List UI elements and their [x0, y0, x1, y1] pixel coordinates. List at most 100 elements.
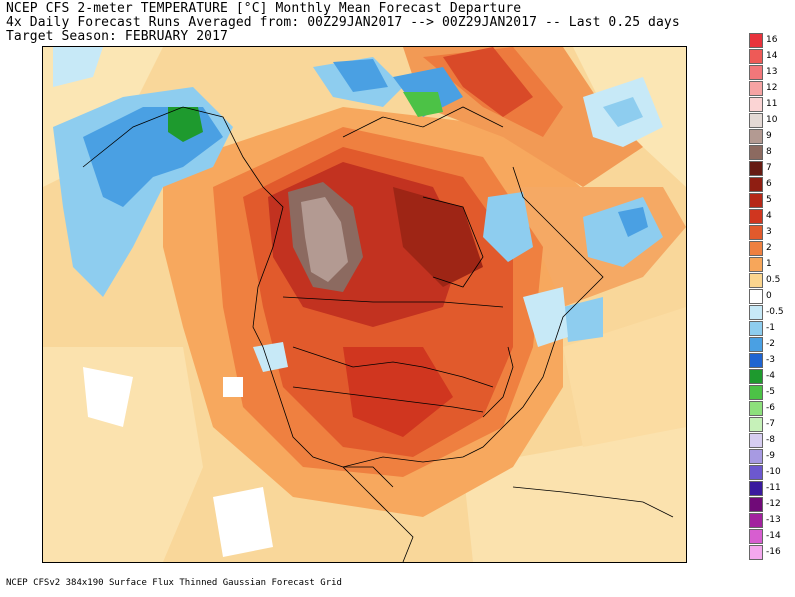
caribbean-islands — [512, 486, 674, 518]
legend-label: -2 — [766, 339, 775, 349]
anomaly-blue-davis — [603, 97, 643, 127]
legend-swatch — [749, 433, 763, 448]
anomaly-deeper-blue-arctic — [333, 59, 388, 92]
legend-label: 0 — [766, 291, 772, 301]
coastlines — [82, 106, 674, 562]
legend-entry: 11 — [749, 97, 795, 113]
legend-label: 8 — [766, 147, 772, 157]
legend-swatch — [749, 161, 763, 176]
legend-label: -6 — [766, 403, 775, 413]
legend-entry: 3 — [749, 225, 795, 241]
legend-entry: 10 — [749, 113, 795, 129]
anomaly-light-blue-rockies — [253, 342, 288, 372]
anomaly-white-baja — [213, 487, 273, 557]
arctic-archipelago — [342, 106, 504, 138]
grid-info-footer: NCEP CFSv2 384x190 Surface Flux Thinned … — [6, 578, 342, 588]
legend-label: -5 — [766, 387, 775, 397]
anomaly-pale-se — [463, 427, 686, 562]
legend-swatch — [749, 65, 763, 80]
legend-swatch — [749, 225, 763, 240]
legend-entry: -0.5 — [749, 305, 795, 321]
legend-label: 7 — [766, 163, 772, 173]
legend-swatch — [749, 177, 763, 192]
legend-entry: 5 — [749, 193, 795, 209]
legend-label: 2 — [766, 243, 772, 253]
legend-label: 9 — [766, 131, 772, 141]
legend-entry: -3 — [749, 353, 795, 369]
legend-swatch — [749, 417, 763, 432]
legend-entry: 6 — [749, 177, 795, 193]
legend-entry: -12 — [749, 497, 795, 513]
atlantic-coastline — [342, 166, 604, 468]
legend-entry: -16 — [749, 545, 795, 561]
legend-label: -7 — [766, 419, 775, 429]
legend-swatch — [749, 113, 763, 128]
anomaly-grey-core — [301, 197, 348, 282]
legend-entry: 0.5 — [749, 273, 795, 289]
map-canvas — [43, 47, 686, 562]
legend-label: -16 — [766, 547, 781, 557]
legend-entry: 9 — [749, 129, 795, 145]
legend-entry: 16 — [749, 33, 795, 49]
legend-swatch — [749, 497, 763, 512]
legend-entry: 0 — [749, 289, 795, 305]
anomaly-pale-sw — [43, 347, 203, 562]
legend-label: -11 — [766, 483, 781, 493]
state-lines — [292, 346, 494, 388]
legend-entry: 13 — [749, 65, 795, 81]
legend-entry: 14 — [749, 49, 795, 65]
legend-label: -4 — [766, 371, 775, 381]
anomaly-red-greenland — [443, 47, 533, 117]
legend-label: 1 — [766, 259, 772, 269]
legend-label: 6 — [766, 179, 772, 189]
legend-swatch — [749, 273, 763, 288]
legend-label: 14 — [766, 51, 778, 61]
legend-entry: 1 — [749, 257, 795, 273]
legend-entry: -11 — [749, 481, 795, 497]
legend-swatch — [749, 289, 763, 304]
legend-label: -8 — [766, 435, 775, 445]
target-season-line: Target Season: FEBRUARY 2017 — [6, 29, 228, 44]
legend-entry: -9 — [749, 449, 795, 465]
anomaly-green-alaska — [168, 107, 203, 142]
legend-entry: 12 — [749, 81, 795, 97]
legend-swatch — [749, 97, 763, 112]
legend-swatch — [749, 385, 763, 400]
legend-label: 4 — [766, 211, 772, 221]
legend-swatch — [749, 369, 763, 384]
legend-entry: -7 — [749, 417, 795, 433]
hudson-bay — [422, 196, 484, 288]
legend-label: 10 — [766, 115, 778, 125]
legend-entry: -8 — [749, 433, 795, 449]
legend-label: -9 — [766, 451, 775, 461]
legend-label: -13 — [766, 515, 781, 525]
legend-swatch — [749, 49, 763, 64]
legend-entry: 7 — [749, 161, 795, 177]
legend-swatch — [749, 513, 763, 528]
anomaly-light-blue-maine — [523, 287, 568, 347]
anomaly-white-pacific — [83, 367, 133, 427]
legend-label: 13 — [766, 67, 778, 77]
state-lines-2 — [292, 386, 484, 413]
legend-swatch — [749, 193, 763, 208]
legend-swatch — [749, 481, 763, 496]
legend-swatch — [749, 337, 763, 352]
legend-label: 5 — [766, 195, 772, 205]
title-line: NCEP CFS 2-meter TEMPERATURE [°C] Monthl… — [6, 1, 522, 16]
legend-entry: 8 — [749, 145, 795, 161]
legend-entry: -4 — [749, 369, 795, 385]
legend-swatch — [749, 145, 763, 160]
run-info-line: 4x Daily Forecast Runs Averaged from: 00… — [6, 15, 680, 30]
legend-swatch — [749, 321, 763, 336]
legend-swatch — [749, 449, 763, 464]
legend-label: -12 — [766, 499, 781, 509]
temperature-anomaly-map — [42, 46, 687, 563]
legend-entry: -13 — [749, 513, 795, 529]
legend-label: -3 — [766, 355, 775, 365]
legend-swatch — [749, 81, 763, 96]
anomaly-green-nunavut — [403, 92, 443, 117]
legend-label: 0.5 — [766, 275, 781, 285]
legend-label: 11 — [766, 99, 778, 109]
legend-swatch — [749, 209, 763, 224]
pacific-coastline — [82, 106, 414, 562]
